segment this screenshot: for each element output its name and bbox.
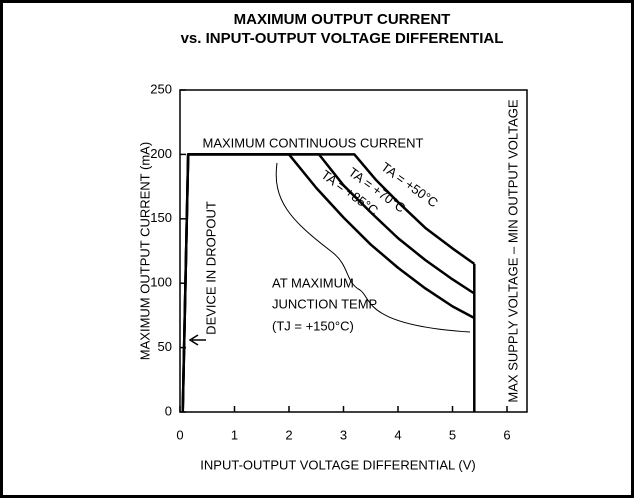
boundary-label: MAX SUPPLY VOLTAGE – MIN OUTPUT VOLTAGE <box>505 99 520 402</box>
annotation: (TJ = +150°C) <box>272 318 354 333</box>
annotation: DEVICE IN DROPOUT <box>203 201 218 335</box>
x-tick-label: 0 <box>176 427 183 442</box>
x-tick-label: 5 <box>449 427 456 442</box>
x-axis-label: INPUT-OUTPUT VOLTAGE DIFFERENTIAL (V) <box>200 457 475 472</box>
annotation: MAXIMUM CONTINUOUS CURRENT <box>203 135 424 150</box>
x-tick-label: 1 <box>231 427 238 442</box>
x-tick-label: 2 <box>285 427 292 442</box>
y-tick-label: 250 <box>150 81 172 96</box>
x-tick-label: 6 <box>503 427 510 442</box>
arrow <box>188 334 206 346</box>
x-tick-label: 4 <box>394 427 401 442</box>
x-tick-label: 3 <box>340 427 347 442</box>
y-axis-label: MAXIMUM OUTPUT CURRENT (mA) <box>137 142 152 360</box>
chart-title: vs. INPUT-OUTPUT VOLTAGE DIFFERENTIAL <box>181 30 504 47</box>
y-tick-label: 150 <box>150 210 172 225</box>
bracket <box>275 162 471 333</box>
annotation: AT MAXIMUM <box>272 275 354 290</box>
annotation: JUNCTION TEMP <box>272 296 377 311</box>
y-tick-label: 50 <box>158 339 172 354</box>
plot-frame <box>179 89 528 413</box>
y-tick-label: 100 <box>150 275 172 290</box>
y-tick-label: 200 <box>150 146 172 161</box>
y-tick-label: 0 <box>165 403 172 418</box>
series-line <box>181 153 475 413</box>
chart-title: MAXIMUM OUTPUT CURRENT <box>234 11 451 28</box>
